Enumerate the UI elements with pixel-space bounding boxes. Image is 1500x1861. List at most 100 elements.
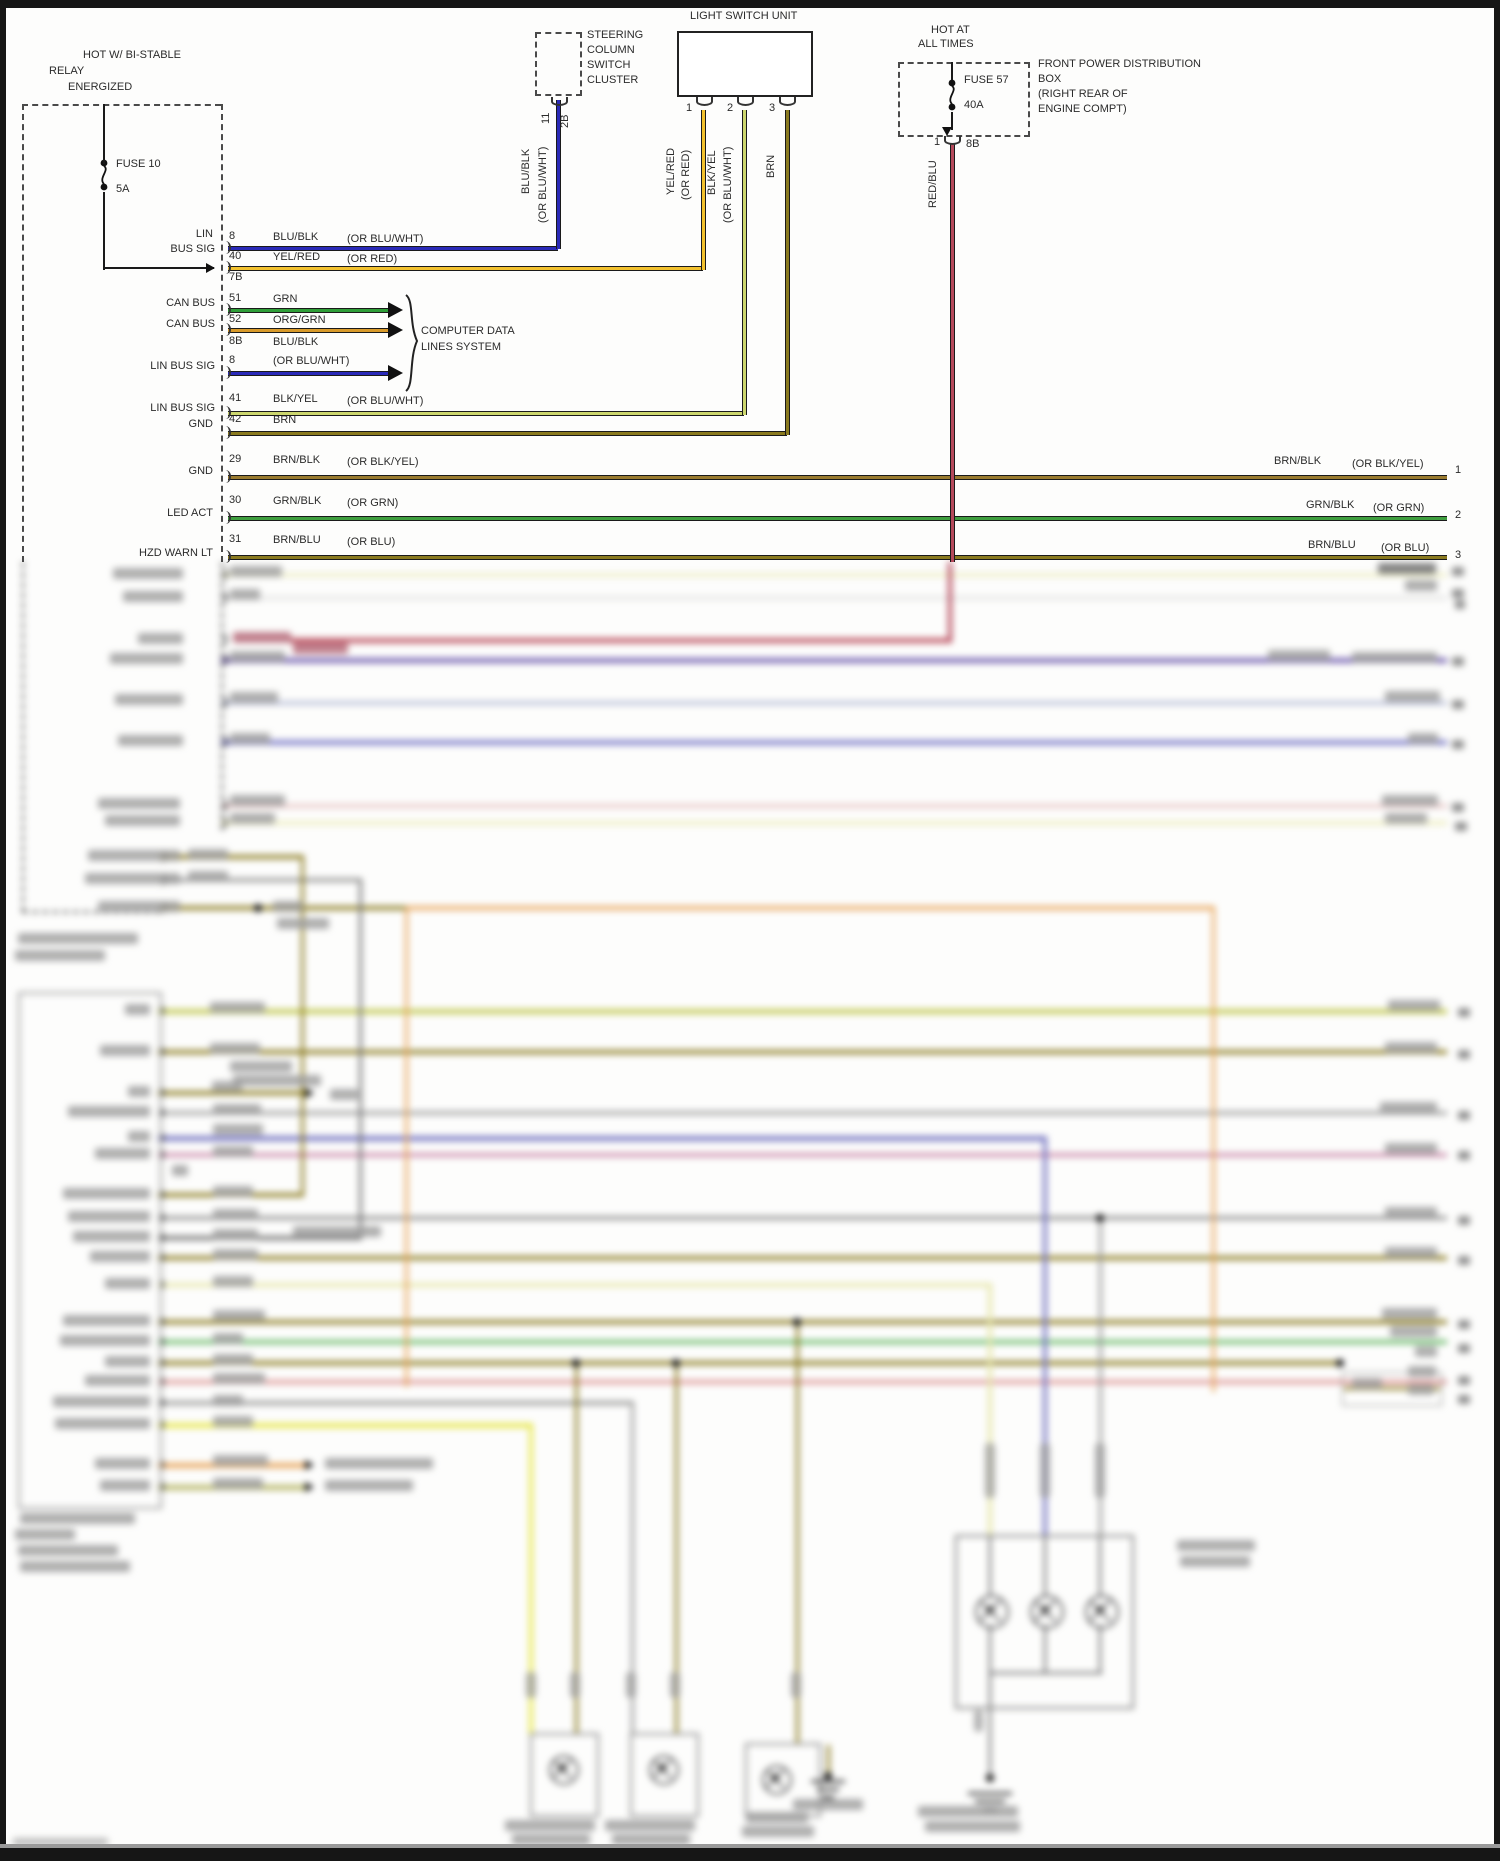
blurred-label <box>746 1812 808 1823</box>
page-border-right <box>1494 0 1500 1861</box>
pin-number: 52 <box>229 313 242 325</box>
connector-pin-icon <box>155 1045 164 1058</box>
blurred-label <box>95 1148 150 1159</box>
arrow-right-icon <box>305 1460 314 1470</box>
computer-data-lines-label: LINES SYSTEM <box>421 341 502 353</box>
circuit-number: 1 <box>1455 464 1462 476</box>
blurred-label <box>100 1480 150 1491</box>
wire-horizontal <box>290 637 952 643</box>
ground-icon <box>816 1788 840 1791</box>
wire-alt: (OR BLU/WHT) <box>347 233 424 245</box>
blurred-label <box>213 1478 263 1489</box>
blurred-label <box>1458 1376 1470 1385</box>
blurred-label <box>18 933 138 944</box>
wire-horizontal <box>160 855 304 859</box>
connector-pin-icon <box>218 591 227 604</box>
wire-vertical <box>300 857 304 1197</box>
blurred-label <box>213 1354 253 1365</box>
wire-horizontal <box>160 878 362 882</box>
wire-horizontal <box>221 821 1447 825</box>
connector-pin-icon <box>218 799 227 812</box>
component-box <box>630 1733 699 1817</box>
connector-socket-icon <box>737 97 754 106</box>
page-border-left <box>0 0 6 1861</box>
computer-data-lines-label: COMPUTER DATA <box>421 325 515 337</box>
steering-column-cluster-box <box>535 32 582 96</box>
blurred-label <box>793 1799 863 1810</box>
blurred-label <box>53 1396 150 1407</box>
dashed-edge <box>22 562 24 912</box>
blurred-label <box>113 568 183 579</box>
junction-dot <box>986 1774 994 1782</box>
wire-name: GRN <box>273 293 298 305</box>
connector-pill <box>1040 1443 1050 1498</box>
connector-pin-icon <box>222 323 231 336</box>
blurred-label <box>73 1231 150 1242</box>
component-box <box>1342 1372 1442 1406</box>
wire-vertical <box>1044 1625 1046 1673</box>
wire-alt: (OR BLU/WHT) <box>722 146 734 223</box>
blurred-label <box>1458 1151 1470 1160</box>
wire-vertical <box>1211 908 1215 1392</box>
wire-name: BRN <box>765 154 777 178</box>
blurred-label <box>55 1418 150 1429</box>
brace-icon <box>405 294 419 392</box>
lin-label: LIN <box>195 228 213 240</box>
blurred-label <box>230 692 278 703</box>
blurred-label <box>1458 1344 1470 1353</box>
wire-name: BLK/YEL <box>706 150 718 195</box>
connector-pin-icon <box>155 1131 164 1144</box>
connector-pin-icon <box>155 1231 164 1244</box>
blurred-label <box>172 1165 188 1176</box>
blurred-label <box>233 632 291 643</box>
connector-pill <box>626 1672 636 1698</box>
connector-pin-icon <box>155 1356 164 1369</box>
blurred-label <box>1382 1308 1437 1319</box>
blurred-label <box>230 566 282 577</box>
fuse-10-rating: 5A <box>116 183 130 195</box>
ground-icon <box>811 1780 845 1783</box>
fuse-10-label: FUSE 10 <box>116 158 161 170</box>
bulb-icon <box>1030 1595 1064 1629</box>
blurred-label <box>233 1075 321 1086</box>
wire-horizontal <box>228 554 1447 560</box>
wire-horizontal <box>228 327 388 333</box>
wire-horizontal <box>158 1401 634 1405</box>
wire-name: YEL/RED <box>665 147 677 195</box>
hot-at-caption: ALL TIMES <box>918 38 974 50</box>
connector-pin-icon <box>155 1211 164 1224</box>
blurred-label <box>1352 652 1437 663</box>
connector-pin-icon <box>222 406 231 419</box>
blurred-label <box>105 815 180 826</box>
blurred-label <box>213 1209 258 1220</box>
wire-alt: (OR BLU/WHT) <box>537 146 549 223</box>
blurred-label <box>273 901 303 912</box>
blurred-label <box>105 1278 150 1289</box>
wire-name: BRN/BLU <box>1308 539 1356 551</box>
wire-vertical <box>795 1322 799 1745</box>
pin-number: 7B <box>229 271 243 283</box>
page-border-top <box>0 0 1500 8</box>
fuse-57-label: FUSE 57 <box>964 74 1009 86</box>
blurred-label <box>1385 1207 1437 1218</box>
junction-dot <box>824 1772 832 1780</box>
wire-vertical <box>574 1363 578 1735</box>
connector-pin-icon <box>222 303 231 316</box>
blurred-label <box>1385 1042 1437 1053</box>
pin-number: 8B <box>229 335 243 347</box>
wire-name: (OR BLU/WHT) <box>273 355 350 367</box>
blurred-label <box>1458 1008 1470 1017</box>
wire-vertical <box>700 110 706 270</box>
bulb-icon <box>549 1755 579 1785</box>
wire-vertical <box>989 1537 991 1595</box>
blurred-label <box>1177 1540 1255 1551</box>
blurred-label <box>213 1276 253 1287</box>
wire-vertical <box>948 562 952 642</box>
connector-socket-icon <box>551 97 568 106</box>
gnd-label: GND <box>188 465 213 477</box>
wire-horizontal <box>228 265 703 271</box>
blurred-label <box>213 1333 243 1344</box>
wire-horizontal <box>1344 1386 1440 1390</box>
wire-vertical <box>404 908 408 1387</box>
